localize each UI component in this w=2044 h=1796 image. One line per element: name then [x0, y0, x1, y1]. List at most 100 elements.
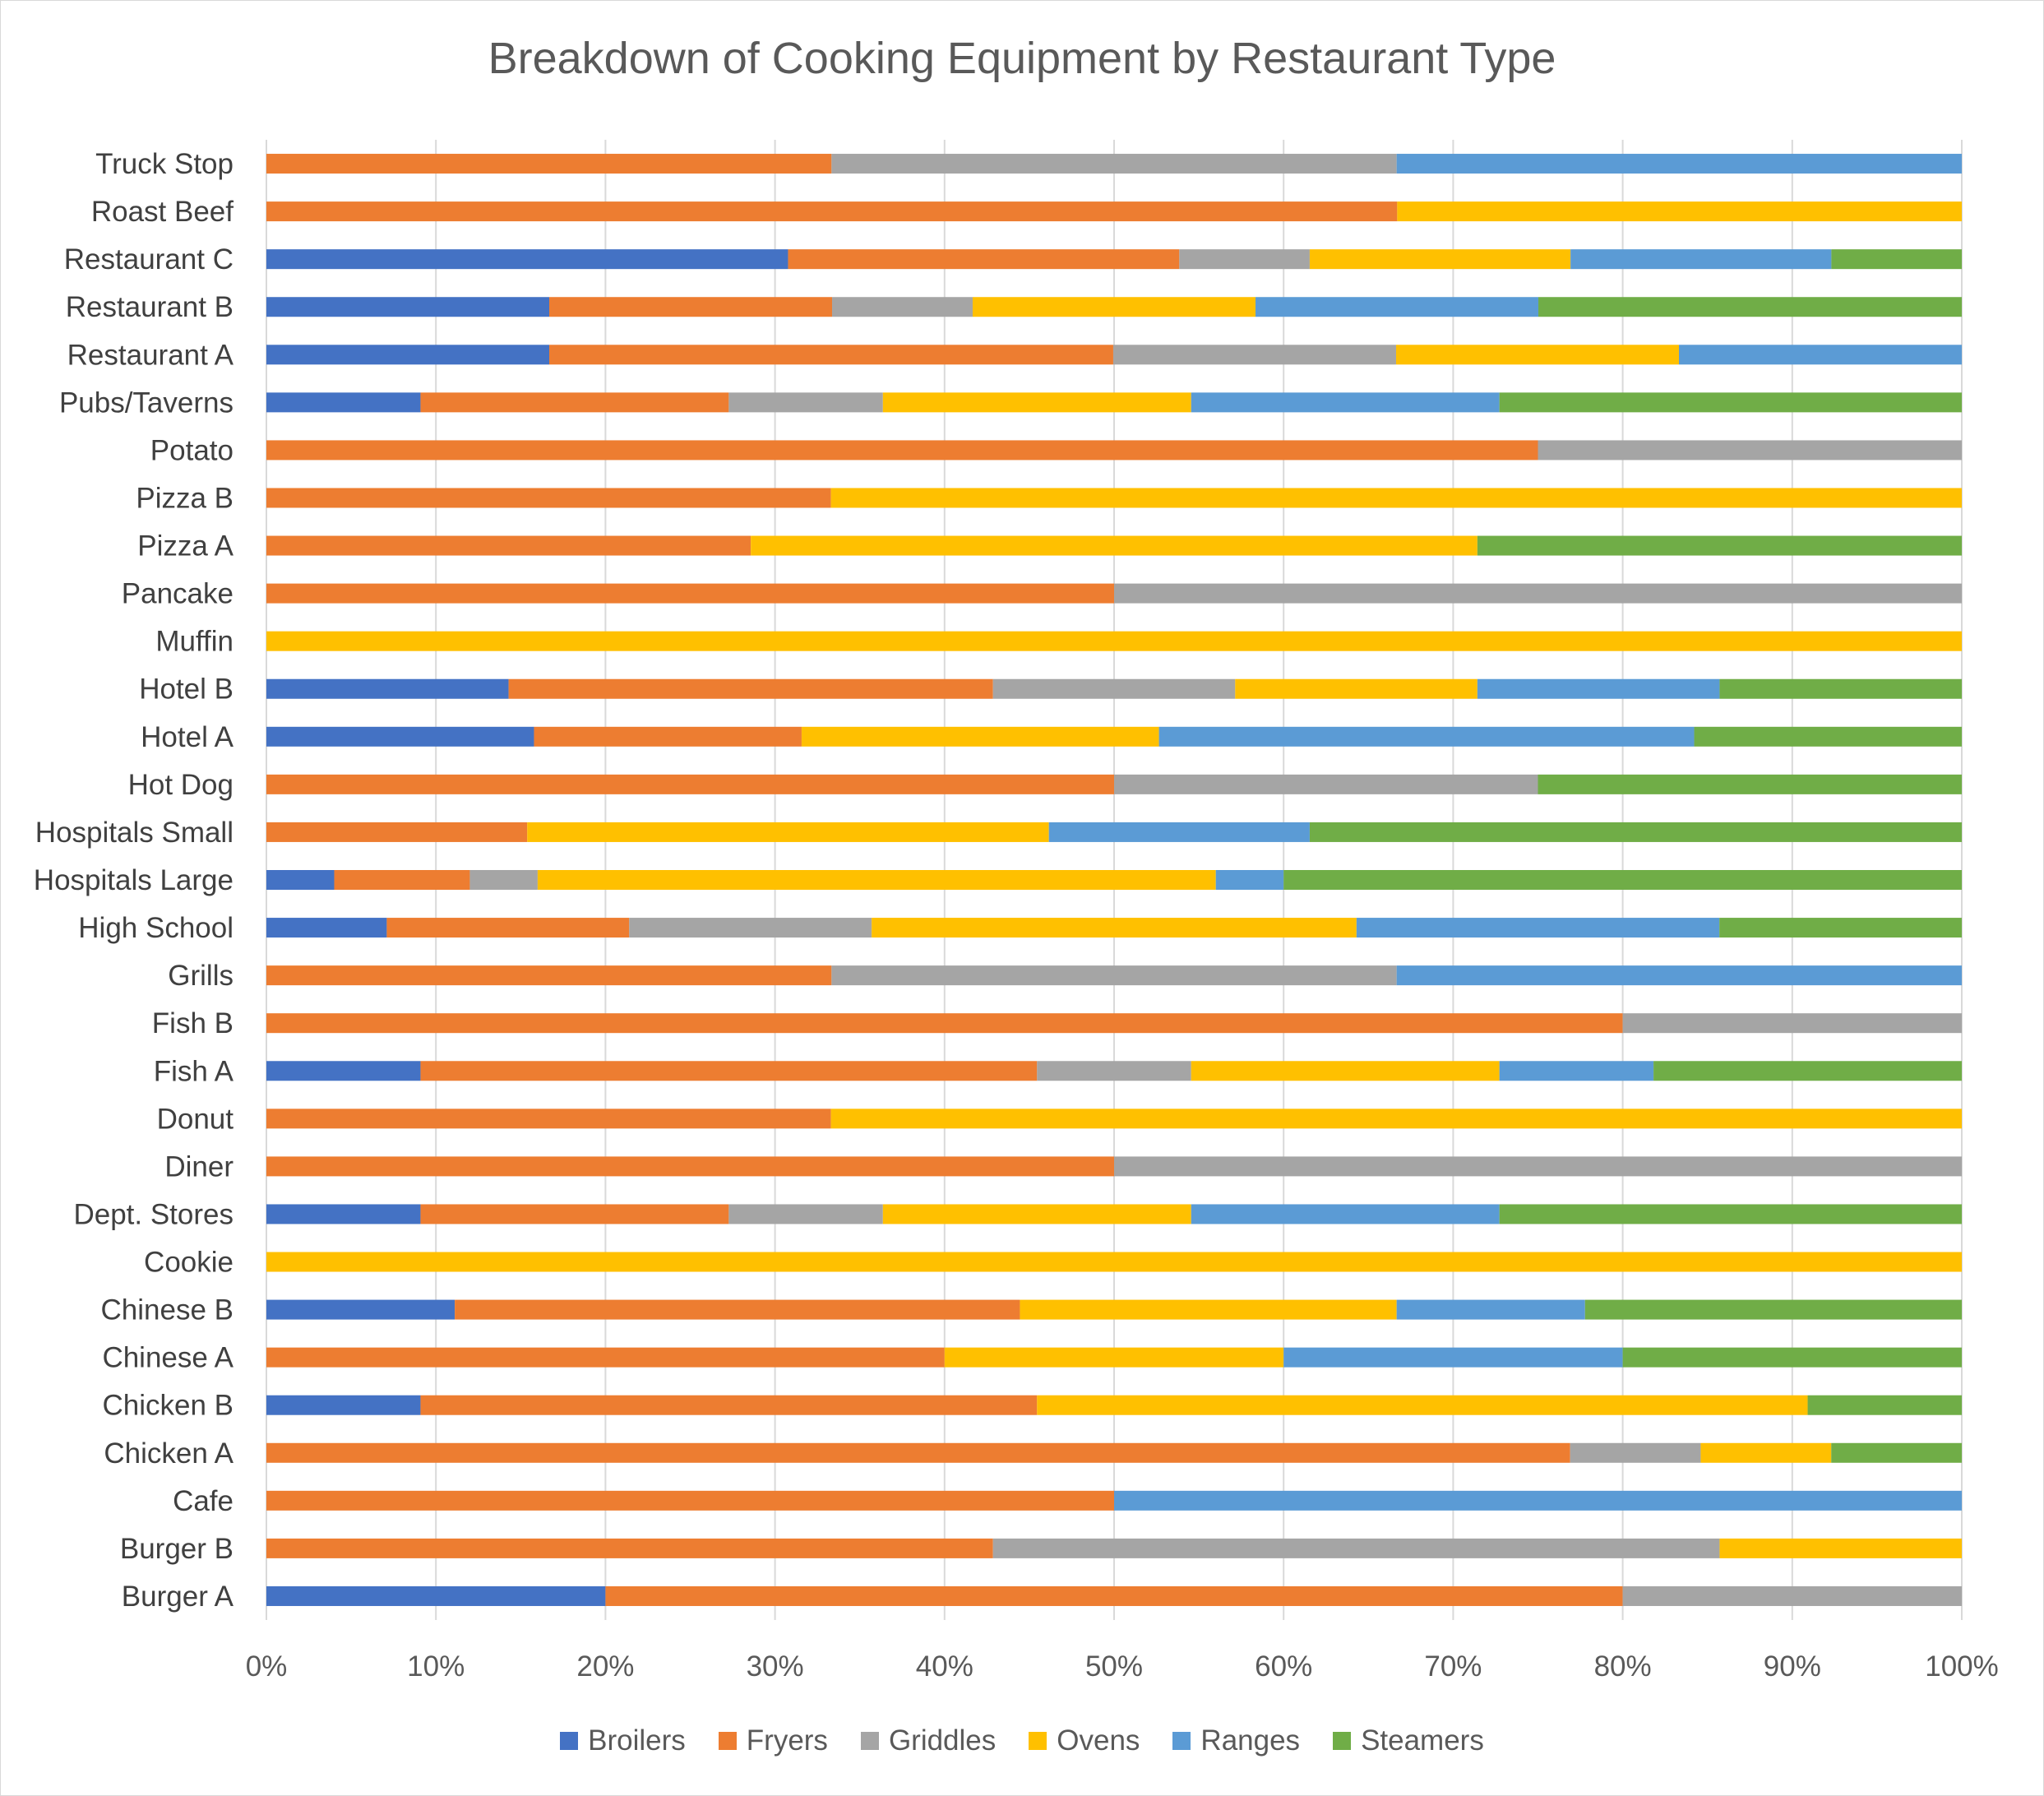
bar-segment	[1538, 440, 1962, 461]
x-tick-label: 50%	[1085, 1650, 1143, 1683]
bar-segment	[1584, 1299, 1962, 1320]
category-label: Hotel A	[141, 721, 234, 753]
bar-segment	[830, 1109, 1962, 1129]
bar-segment	[266, 249, 788, 270]
category-label: Chinese B	[101, 1294, 234, 1326]
bar-segment	[266, 440, 1538, 461]
bar-segment	[420, 1395, 1038, 1415]
category-label: Fish A	[154, 1055, 234, 1087]
bar-segment	[1191, 392, 1500, 413]
category-label: Chinese A	[102, 1342, 234, 1374]
legend-item: Broilers	[560, 1724, 686, 1757]
category-label: Grills	[168, 960, 234, 992]
bar-segment	[1694, 726, 1962, 747]
bar-segment	[1283, 1347, 1623, 1368]
bar-segment	[1179, 249, 1310, 270]
legend-swatch	[1029, 1732, 1047, 1750]
bar-segment	[266, 1299, 456, 1320]
x-tick-label: 20%	[576, 1650, 634, 1683]
bar-segment	[1719, 678, 1962, 699]
bar-segment	[831, 965, 1397, 986]
category-label: Pizza A	[137, 530, 234, 562]
x-tick-label: 40%	[916, 1650, 973, 1683]
bar-segment	[266, 822, 528, 842]
bar-segment	[1570, 249, 1832, 270]
bar-segment	[1396, 1299, 1585, 1320]
bar-segment	[266, 1061, 421, 1081]
x-tick-label: 70%	[1424, 1650, 1482, 1683]
bar-segment	[1499, 392, 1962, 413]
bar-segment	[1477, 678, 1720, 699]
category-label: Cafe	[173, 1485, 234, 1517]
bar-segment	[266, 918, 387, 938]
legend-label: Ranges	[1200, 1724, 1301, 1757]
bar-segment	[1499, 1204, 1962, 1224]
bar-segment	[266, 631, 1962, 651]
bar-segment	[266, 1013, 1623, 1034]
legend-swatch	[560, 1732, 579, 1750]
bar-segment	[266, 1490, 1114, 1511]
bar-segment	[266, 774, 1114, 794]
chart-legend: Broilers Fryers Griddles Ovens Ranges Steamer…	[0, 1720, 2044, 1761]
category-label: Diner	[164, 1150, 234, 1183]
bar-segment	[1807, 1395, 1962, 1415]
bar-segment	[537, 870, 1216, 890]
bar-segment	[1114, 1156, 1962, 1177]
legend-swatch	[718, 1732, 737, 1750]
x-tick-label: 90%	[1764, 1650, 1821, 1683]
legend-item: Ranges	[1172, 1724, 1300, 1757]
bar-segment	[1114, 1490, 1962, 1511]
bar-segment	[266, 1252, 1962, 1272]
category-label: Restaurant B	[66, 291, 234, 323]
bar-segment	[266, 1109, 831, 1129]
category-label: Pizza B	[136, 482, 234, 514]
bar-segment	[549, 345, 1113, 365]
bar-segment	[1356, 918, 1720, 938]
bar-segment	[1235, 678, 1478, 699]
bar-segment	[527, 822, 1049, 842]
bar-segment	[1112, 345, 1396, 365]
bar-segment	[1831, 249, 1962, 270]
bar-segment	[1700, 1442, 1832, 1463]
legend-swatch	[1172, 1732, 1191, 1750]
bar-segment	[386, 918, 630, 938]
bar-segment	[728, 1204, 883, 1224]
category-label: High School	[78, 912, 234, 944]
category-label: Hospitals Small	[35, 817, 234, 849]
bar-segment	[751, 535, 1478, 556]
category-label: Fish B	[152, 1007, 234, 1039]
bar-segment	[972, 297, 1256, 317]
category-label: Burger B	[120, 1533, 234, 1565]
category-label: Hotel B	[139, 674, 234, 706]
bar-segment	[1622, 1347, 1962, 1368]
bar-segment	[266, 870, 335, 890]
bar-segment	[420, 392, 729, 413]
category-label: Chicken A	[104, 1437, 234, 1470]
bar-segment	[1719, 918, 1962, 938]
bar-segment	[266, 345, 550, 365]
bar-segment	[605, 1585, 1623, 1606]
legend-label: Fryers	[746, 1724, 828, 1757]
category-label: Restaurant A	[67, 339, 234, 371]
bar-segment	[534, 726, 802, 747]
bar-segment	[549, 297, 833, 317]
category-label: Dept. Stores	[73, 1198, 234, 1230]
bar-segment	[1037, 1395, 1808, 1415]
bar-segment	[266, 583, 1114, 604]
bar-segment	[1622, 1013, 1962, 1034]
legend-item: Fryers	[718, 1724, 828, 1757]
legend-item: Ovens	[1029, 1724, 1140, 1757]
legend-item: Steamers	[1333, 1724, 1484, 1757]
bar-segment	[1477, 535, 1962, 556]
bar-segment	[266, 1395, 421, 1415]
bar-segment	[1114, 583, 1962, 604]
bar-segment	[455, 1299, 1020, 1320]
bar-segment	[1396, 154, 1962, 174]
bar-segment	[420, 1204, 729, 1224]
bar-segment	[629, 918, 872, 938]
bar-segment	[1396, 965, 1962, 986]
bar-segment	[1395, 345, 1679, 365]
bar-segment	[1653, 1061, 1962, 1081]
bar-segment	[992, 678, 1236, 699]
bar-segment	[1309, 822, 1962, 842]
